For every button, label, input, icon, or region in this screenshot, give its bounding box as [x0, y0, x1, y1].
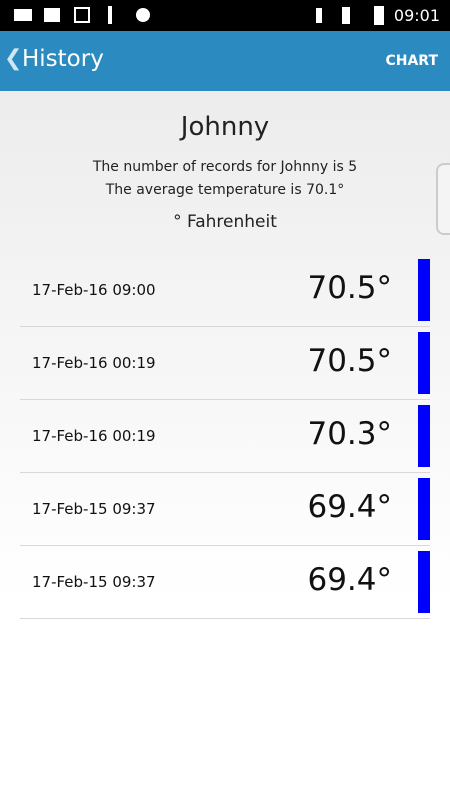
record-temperature: 70.3°: [307, 416, 392, 452]
record-list: 17-Feb-16 09:00 70.5° 17-Feb-16 00:19 70.5°…: [20, 254, 430, 619]
chart-button[interactable]: CHART: [385, 53, 438, 69]
record-date: 17-Feb-16 00:19: [32, 427, 156, 445]
color-indicator: [418, 259, 430, 321]
records-count: The number of records for Johnny is 5: [92, 159, 358, 175]
back-button[interactable]: ❮: [4, 46, 23, 71]
average-temp: The average temperature is 70.1°: [105, 182, 345, 198]
record-temperature: 70.5°: [307, 270, 392, 306]
clock: 09:01: [393, 6, 440, 25]
record-row[interactable]: 17-Feb-16 09:00 70.5°: [20, 254, 430, 327]
drawer-handle[interactable]: [436, 163, 450, 235]
status-bar: 09:01: [0, 0, 450, 31]
color-indicator: [418, 551, 430, 613]
record-row[interactable]: 17-Feb-16 00:19 70.5°: [20, 327, 430, 400]
app-bar: ❮ History CHART: [0, 31, 450, 91]
record-temperature: 70.5°: [307, 343, 392, 379]
record-date: 17-Feb-16 09:00: [32, 281, 156, 299]
record-date: 17-Feb-16 00:19: [32, 354, 156, 372]
record-row[interactable]: 17-Feb-15 09:37 69.4°: [20, 473, 430, 546]
record-date: 17-Feb-15 09:37: [32, 573, 156, 591]
unit-label: ° Fahrenheit: [173, 212, 277, 232]
page-title[interactable]: History: [22, 46, 104, 72]
color-indicator: [418, 478, 430, 540]
color-indicator: [418, 405, 430, 467]
status-right-icons: [316, 6, 384, 25]
record-date: 17-Feb-15 09:37: [32, 500, 156, 518]
record-row[interactable]: 17-Feb-16 00:19 70.3°: [20, 400, 430, 473]
record-temperature: 69.4°: [307, 562, 392, 598]
person-name: Johnny: [180, 112, 270, 142]
record-row[interactable]: 17-Feb-15 09:37 69.4°: [20, 546, 430, 619]
record-temperature: 69.4°: [307, 489, 392, 525]
color-indicator: [418, 332, 430, 394]
status-icons: [14, 6, 322, 24]
